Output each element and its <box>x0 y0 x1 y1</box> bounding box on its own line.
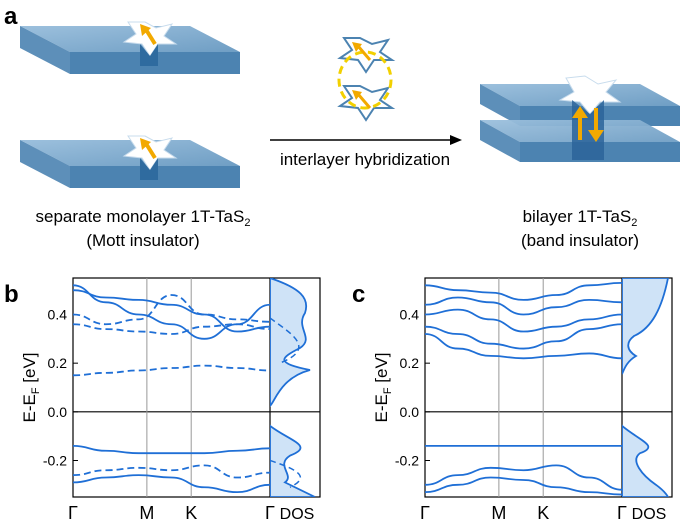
left-caption-line1: separate monolayer 1T-TaS2 <box>36 207 251 229</box>
y-axis-label: E-EF [eV] <box>20 352 42 422</box>
left-caption-line2: (Mott insulator) <box>86 231 199 250</box>
arrow-label: interlayer hybridization <box>280 150 450 169</box>
dos-label: DOS <box>632 506 667 523</box>
x-tick-label: K <box>537 503 549 523</box>
x-tick-label: M <box>491 503 506 523</box>
bilayer-slab <box>480 75 680 162</box>
hybridization-arrow <box>270 135 462 145</box>
right-caption-line2: (band insulator) <box>521 231 639 250</box>
dos-curve-upper <box>622 278 669 375</box>
band-plot-c: 0.4 0.2 0.0 -0.2 E-EF [eV] Γ M K Γ DOS <box>372 277 673 523</box>
y-axis-label: E-EF [eV] <box>372 352 394 422</box>
band-line <box>425 296 622 316</box>
band-plot-b: 0.4 0.2 0.0 -0.2 E-EF [eV] Γ M K Γ DOS <box>20 277 321 523</box>
x-tick-label: K <box>185 503 197 523</box>
dos-plot <box>622 278 669 497</box>
x-tick-label: Γ <box>265 503 275 523</box>
band-line <box>425 308 622 333</box>
y-tick-label: 0.4 <box>48 307 68 323</box>
y-tick-label: 0.2 <box>400 355 420 371</box>
band-line <box>425 281 622 301</box>
dos-curve-upper <box>270 278 311 407</box>
band-line <box>73 464 270 479</box>
band-line <box>73 364 270 377</box>
dos-curve-dashed <box>270 317 300 364</box>
x-tick-label: Γ <box>420 503 430 523</box>
band-line <box>425 476 622 496</box>
dos-label: DOS <box>280 506 315 523</box>
band-lines <box>425 281 622 496</box>
x-tick-label: M <box>139 503 154 523</box>
band-line <box>73 445 270 455</box>
y-tick-label: 0.2 <box>48 355 68 371</box>
band-line <box>73 294 270 326</box>
right-caption-line1: bilayer 1T-TaS2 <box>523 207 638 229</box>
hybridization-stars <box>337 37 396 122</box>
monolayer-slab-top <box>20 21 240 74</box>
band-line <box>425 464 622 491</box>
x-tick-label: Γ <box>617 503 627 523</box>
panel-a-letter: a <box>4 3 18 30</box>
dos-curve-lower <box>270 424 316 497</box>
plot-frame <box>72 277 321 498</box>
band-line <box>73 323 270 335</box>
x-tick-label: Γ <box>68 503 78 523</box>
band-line <box>73 289 270 333</box>
dos-plot <box>270 278 316 497</box>
y-tick-label: -0.2 <box>43 453 67 469</box>
y-tick-label: -0.2 <box>395 453 419 469</box>
panel-b-letter: b <box>4 281 19 308</box>
band-lines <box>73 284 270 494</box>
band-line <box>73 474 270 494</box>
band-line <box>425 333 622 360</box>
y-tick-label: 0.0 <box>400 404 420 420</box>
y-tick-label: 0.4 <box>400 307 420 323</box>
y-tick-label: 0.0 <box>48 404 68 420</box>
dos-curve-lower <box>622 424 669 497</box>
band-line <box>425 323 622 350</box>
monolayer-slab-bottom <box>20 135 240 188</box>
panel-c-letter: c <box>352 281 365 308</box>
dos-curve-dashed <box>270 459 302 488</box>
plot-frame <box>424 277 673 498</box>
